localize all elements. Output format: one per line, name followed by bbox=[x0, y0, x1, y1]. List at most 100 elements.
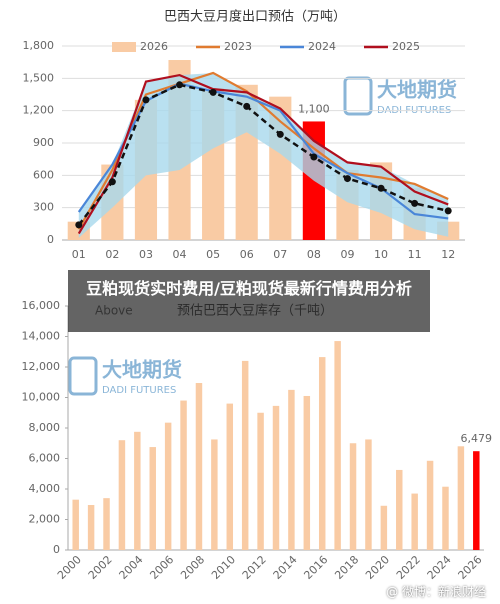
bar bbox=[195, 383, 203, 550]
x-tick-label: 2012 bbox=[240, 553, 269, 582]
bar bbox=[118, 440, 126, 550]
x-tick-label: 05 bbox=[206, 248, 220, 261]
x-tick-label: 01 bbox=[72, 248, 86, 261]
bar bbox=[87, 505, 95, 550]
bar bbox=[457, 446, 465, 550]
x-tick-label: 2018 bbox=[332, 553, 361, 582]
bar bbox=[303, 395, 311, 550]
x-tick-label: 11 bbox=[408, 248, 422, 261]
x-tick-label: 02 bbox=[105, 248, 119, 261]
x-tick-label: 10 bbox=[374, 248, 388, 261]
bar bbox=[396, 469, 403, 550]
bar bbox=[164, 422, 172, 550]
bar bbox=[442, 486, 449, 550]
y-tick-label: 1,200 bbox=[23, 104, 55, 117]
value-label: 1,100 bbox=[298, 102, 330, 115]
value-label: 6,479 bbox=[461, 432, 493, 445]
marker bbox=[444, 207, 452, 215]
bar bbox=[149, 447, 156, 550]
bar bbox=[226, 403, 234, 550]
logo-sub: DADI FUTURES bbox=[102, 385, 176, 396]
bar bbox=[103, 498, 110, 550]
y-tick-label: 900 bbox=[33, 136, 54, 149]
y-tick-label: 1,800 bbox=[23, 39, 55, 52]
bar bbox=[411, 493, 418, 550]
logo-icon bbox=[68, 356, 98, 396]
x-tick-label: 2000 bbox=[55, 553, 84, 582]
legend-label: 2024 bbox=[308, 40, 336, 53]
y-tick-label: 600 bbox=[33, 168, 54, 181]
range-band bbox=[78, 72, 449, 238]
bar bbox=[272, 405, 280, 550]
y-tick-label: 0 bbox=[47, 233, 54, 246]
x-tick-label: 2006 bbox=[147, 553, 176, 582]
bar bbox=[318, 357, 326, 550]
x-tick-label: 12 bbox=[441, 248, 455, 261]
x-tick-label: 2016 bbox=[301, 553, 330, 582]
x-tick-label: 2002 bbox=[86, 553, 115, 582]
bar bbox=[134, 431, 141, 550]
x-tick-label: 03 bbox=[139, 248, 153, 261]
bar bbox=[211, 439, 218, 550]
y-tick-label: 16,000 bbox=[22, 299, 61, 312]
legend-label: 2023 bbox=[224, 40, 252, 53]
y-tick-label: 14,000 bbox=[22, 330, 61, 343]
marker bbox=[243, 102, 251, 110]
marker bbox=[411, 199, 419, 207]
marker bbox=[142, 96, 150, 104]
logo: 大地期货 DADI FUTURES bbox=[68, 356, 182, 396]
bar bbox=[349, 443, 357, 550]
y-tick-label: 0 bbox=[53, 543, 60, 556]
bar bbox=[473, 451, 480, 550]
bar bbox=[180, 400, 187, 550]
y-tick-label: 2,000 bbox=[29, 513, 61, 526]
x-tick-label: 07 bbox=[273, 248, 287, 261]
y-tick-label: 4,000 bbox=[29, 482, 61, 495]
x-tick-label: 2020 bbox=[363, 553, 392, 582]
y-tick-label: 12,000 bbox=[22, 360, 61, 373]
chart-title: 巴西大豆月度出口预估（万吨） bbox=[164, 9, 346, 25]
bar bbox=[426, 460, 434, 550]
bar bbox=[365, 439, 372, 550]
x-tick-label: 04 bbox=[173, 248, 187, 261]
bar bbox=[257, 412, 264, 550]
marker bbox=[343, 175, 351, 183]
y-tick-label: 10,000 bbox=[22, 391, 61, 404]
line bbox=[77, 73, 449, 235]
headline-banner[interactable]: 豆粕现货实时费用/豆粕现货最新行情费用分析 bbox=[68, 270, 430, 332]
marker bbox=[276, 130, 284, 138]
bar bbox=[72, 499, 79, 550]
line bbox=[77, 71, 449, 230]
x-tick-label: 08 bbox=[307, 248, 321, 261]
logo-icon bbox=[343, 76, 373, 116]
x-tick-label: 2010 bbox=[209, 553, 238, 582]
y-tick-label: 1,500 bbox=[23, 71, 55, 84]
legend-label: 2026 bbox=[140, 40, 168, 53]
logo-name: 大地期货 bbox=[102, 358, 182, 382]
marker bbox=[108, 178, 116, 186]
x-tick-label: 2022 bbox=[394, 553, 423, 582]
logo-name: 大地期货 bbox=[377, 78, 457, 102]
x-tick-label: 2026 bbox=[456, 553, 485, 582]
x-tick-label: 2004 bbox=[117, 553, 146, 582]
bar bbox=[334, 341, 341, 550]
marker bbox=[75, 221, 83, 229]
x-tick-label: 2008 bbox=[178, 553, 207, 582]
bar bbox=[380, 505, 388, 550]
y-tick-label: 8,000 bbox=[29, 421, 61, 434]
x-tick-label: 2024 bbox=[425, 553, 454, 582]
watermark: @ 微博：新浪财经 bbox=[386, 585, 486, 599]
marker bbox=[310, 153, 318, 161]
marker bbox=[209, 88, 217, 96]
y-tick-label: 6,000 bbox=[29, 452, 61, 465]
bar bbox=[288, 389, 295, 550]
marker bbox=[176, 81, 184, 89]
legend-label: 2025 bbox=[392, 40, 420, 53]
bar bbox=[241, 360, 249, 550]
x-tick-label: 06 bbox=[240, 248, 254, 261]
x-tick-label: 2014 bbox=[271, 553, 300, 582]
y-tick-label: 300 bbox=[33, 201, 54, 214]
legend-swatch bbox=[112, 42, 136, 52]
